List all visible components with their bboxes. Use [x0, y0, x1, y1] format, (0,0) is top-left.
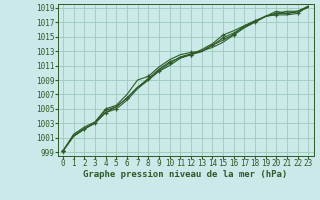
X-axis label: Graphe pression niveau de la mer (hPa): Graphe pression niveau de la mer (hPa) [84, 170, 288, 179]
